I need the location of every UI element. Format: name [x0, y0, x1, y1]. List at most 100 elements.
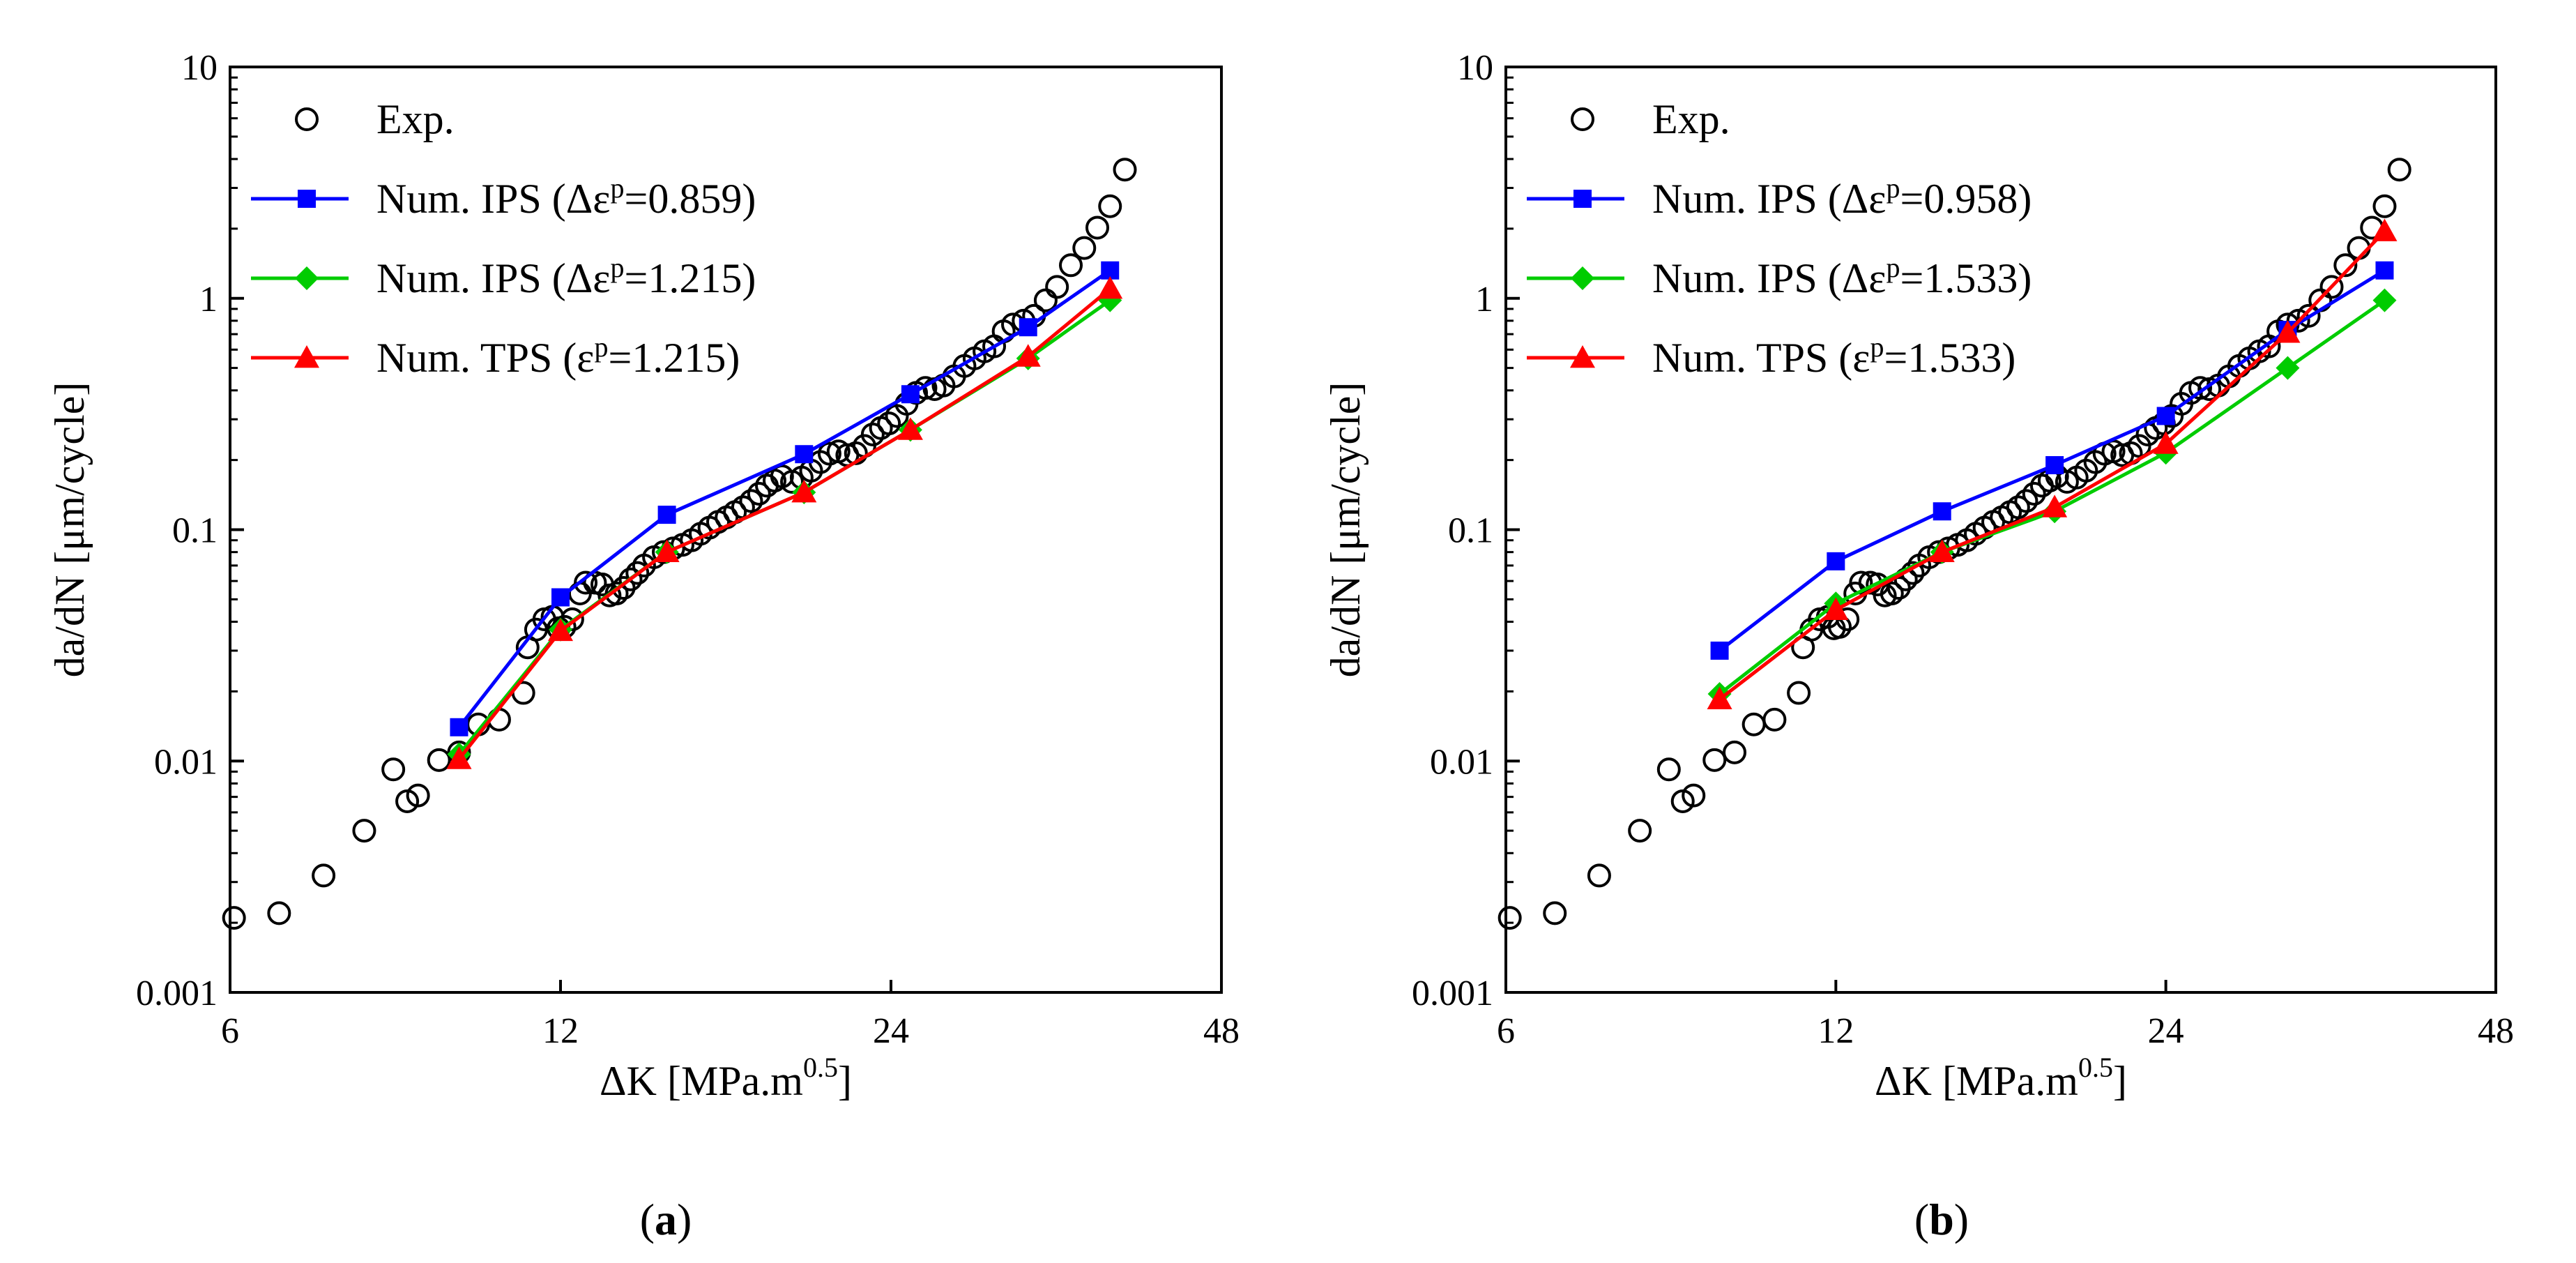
legend-marker [1570, 345, 1595, 368]
legend-marker [1571, 107, 1594, 131]
series-marker [1827, 552, 1845, 570]
series-1 [1710, 261, 2394, 660]
series-marker [551, 588, 570, 607]
series-marker [1707, 686, 1732, 710]
x-axis-label: ΔK [MPa.m0.5] [1875, 1052, 2127, 1104]
series-marker [1097, 276, 1123, 299]
data-point [352, 819, 376, 843]
legend-marker [294, 345, 319, 368]
legend-text: Num. IPS (Δε [376, 176, 610, 222]
data-point [267, 901, 291, 925]
series-marker [2276, 356, 2300, 380]
legend-marker [295, 107, 319, 131]
series-0 [222, 158, 1137, 930]
legend-marker [295, 266, 319, 290]
legend-text: Num. TPS (ε [1652, 335, 1870, 381]
y-tick-label: 0.01 [154, 742, 218, 782]
y-tick-label: 0.001 [1412, 974, 1493, 1013]
legend-marker [298, 190, 316, 208]
data-point [877, 411, 901, 436]
data-point [1587, 863, 1611, 888]
data-point [1628, 819, 1652, 843]
series-marker [1933, 502, 1951, 521]
legend-superscript: p [594, 331, 608, 363]
panel-b-caption: (b) [1914, 1195, 1969, 1244]
legend-text: =1.215) [608, 335, 740, 381]
data-point [604, 581, 629, 605]
data-point [381, 757, 406, 782]
caption-letter: b [1929, 1195, 1954, 1244]
series-marker [450, 718, 468, 736]
series-marker [901, 385, 920, 404]
data-point [222, 906, 246, 930]
legend: Exp.Num. IPS (Δεp=0.859)Num. IPS (Δεp=1.… [251, 96, 756, 381]
legend-superscript: p [1870, 331, 1884, 363]
data-point [1113, 158, 1137, 182]
data-point [406, 783, 430, 808]
caption-close-paren: ) [677, 1195, 692, 1244]
legend-label: Num. IPS (Δεp=0.859) [376, 172, 756, 222]
data-point [618, 567, 643, 591]
series-marker [1710, 641, 1729, 660]
legend-text: =1.533) [1884, 335, 2015, 381]
data-point [1880, 581, 1904, 605]
data-point [1656, 757, 1681, 782]
data-point [817, 441, 841, 466]
legend-text: =1.533) [1900, 255, 2032, 301]
panel-a-caption: (a) [640, 1195, 692, 1244]
y-tick-label: 0.1 [1448, 511, 1493, 551]
data-point [1723, 740, 1747, 764]
data-point [2014, 489, 2038, 513]
x-tick-label: 12 [1817, 1011, 1854, 1051]
caption-close-paren: ) [1954, 1195, 1969, 1244]
data-point [1682, 783, 1706, 808]
data-point [1497, 906, 1522, 930]
legend-marker [1571, 266, 1594, 290]
series-marker [2372, 288, 2397, 312]
data-point [1045, 275, 1069, 299]
y-tick-label: 0.001 [136, 974, 218, 1013]
legend-superscript: p [1886, 172, 1900, 204]
data-point [1072, 236, 1097, 260]
x-axis-label-end: ] [838, 1058, 852, 1104]
data-point [2372, 194, 2397, 218]
series-marker [2045, 456, 2064, 475]
legend-text: =0.859) [624, 176, 756, 222]
legend-marker [1573, 190, 1592, 208]
series-marker [791, 479, 817, 503]
y-tick-label: 1 [199, 280, 218, 319]
caption-open-paren: ( [1914, 1195, 1929, 1244]
x-tick-label: 6 [1497, 1011, 1515, 1051]
legend-text: =1.215) [624, 255, 756, 301]
x-axis-label-end: ] [2113, 1058, 2127, 1104]
series-marker [2372, 218, 2398, 241]
x-axis-label: ΔK [MPa.m0.5] [600, 1052, 852, 1104]
series-marker [795, 445, 814, 464]
legend-text: Num. IPS (Δε [376, 255, 610, 301]
data-point [1033, 288, 1058, 312]
y-tick-label: 10 [181, 48, 218, 88]
data-point [2387, 158, 2411, 182]
series-1 [450, 261, 1120, 736]
panel-b: 6 12 24 48 0.001 0.01 0.1 1 10 ΔK [MPa.m0.5] da/dN… [1323, 48, 2514, 1104]
series-marker [897, 417, 923, 440]
legend-label: Num. IPS (Δεp=0.958) [1652, 172, 2032, 222]
legend-label: Exp. [376, 96, 455, 142]
series-marker [1929, 539, 1955, 563]
panel-a: 6 12 24 48 0.001 0.01 0.1 1 10 ΔK [MPa.m0.5] da/dN… [47, 48, 1240, 1104]
data-point [1702, 748, 1727, 772]
x-tick-label: 24 [2148, 1011, 2184, 1051]
data-point [574, 570, 598, 595]
data-point [1787, 681, 1811, 705]
series-marker [654, 539, 680, 563]
data-point [427, 748, 451, 772]
data-point [1085, 215, 1110, 240]
series-marker [548, 618, 573, 642]
y-axis-label: da/dN [μm/cycle] [47, 382, 93, 678]
legend-text: =0.958) [1900, 176, 2032, 222]
legend-text: Exp. [376, 96, 455, 142]
y-tick-label: 0.01 [1430, 742, 1493, 782]
legend-label: Num. IPS (Δεp=1.533) [1652, 252, 2032, 301]
x-axis-label-superscript: 0.5 [803, 1052, 838, 1083]
series-marker [1019, 318, 1037, 337]
